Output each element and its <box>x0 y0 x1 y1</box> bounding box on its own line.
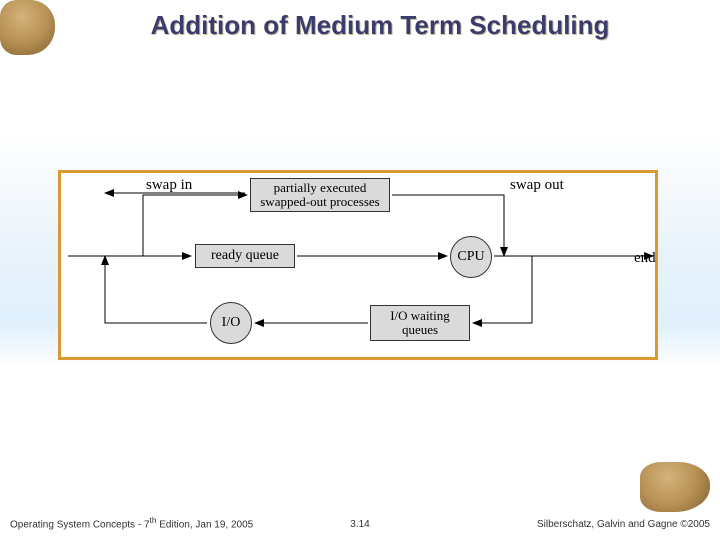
footer-center: 3.14 <box>350 519 369 530</box>
page-title: Addition of Medium Term Scheduling <box>70 10 690 41</box>
footer-right: Silberschatz, Galvin and Gagne ©2005 <box>537 519 710 530</box>
node-cpu: CPU <box>450 236 492 278</box>
node-iowait: I/O waitingqueues <box>370 305 470 341</box>
dino-logo-top <box>0 0 55 55</box>
node-ready: ready queue <box>195 244 295 268</box>
footer-left: Operating System Concepts - 7th Edition,… <box>10 515 253 530</box>
node-io: I/O <box>210 302 252 344</box>
footer-left-pre: Operating System Concepts - 7 <box>10 519 150 530</box>
label-swapout: swap out <box>510 177 564 194</box>
dino-logo-bottom <box>640 462 710 512</box>
label-swapin: swap in <box>146 177 192 194</box>
node-partially: partially executedswapped-out processes <box>250 178 390 212</box>
footer-left-post: Edition, Jan 19, 2005 <box>156 519 253 530</box>
label-end: end <box>634 250 656 267</box>
